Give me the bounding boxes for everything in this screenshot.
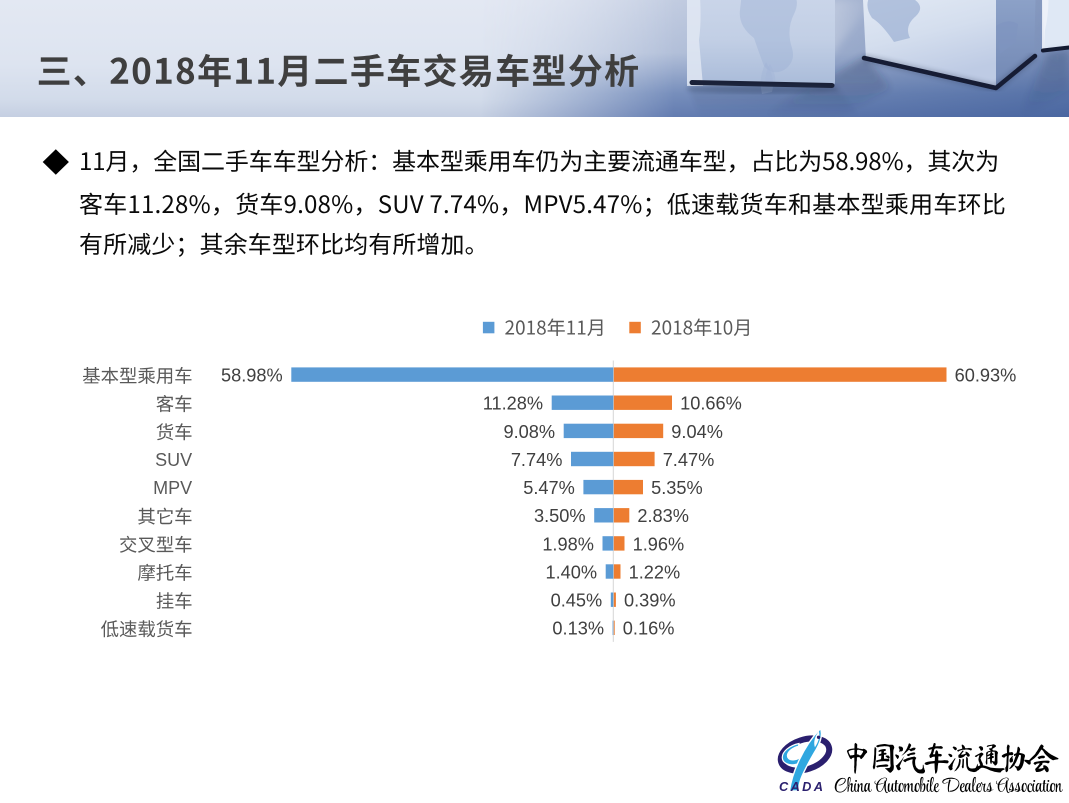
svg-text:1.40%: 1.40% xyxy=(546,562,598,582)
svg-text:1.22%: 1.22% xyxy=(629,562,681,582)
svg-text:SUV: SUV xyxy=(155,450,192,470)
svg-text:5.35%: 5.35% xyxy=(651,478,703,498)
svg-text:7.47%: 7.47% xyxy=(663,450,715,470)
svg-text:3.50%: 3.50% xyxy=(534,506,586,526)
svg-text:CADA: CADA xyxy=(779,779,825,794)
svg-text:10.66%: 10.66% xyxy=(680,394,742,414)
svg-text:60.93%: 60.93% xyxy=(955,366,1017,386)
svg-text:58.98%: 58.98% xyxy=(221,366,283,386)
svg-text:2.83%: 2.83% xyxy=(637,506,689,526)
svg-text:5.47%: 5.47% xyxy=(523,478,575,498)
svg-text:0.13%: 0.13% xyxy=(552,619,604,639)
svg-text:9.08%: 9.08% xyxy=(504,422,556,442)
svg-text:9.04%: 9.04% xyxy=(671,422,723,442)
svg-text:0.45%: 0.45% xyxy=(551,591,603,611)
svg-text:7.74%: 7.74% xyxy=(511,450,563,470)
svg-text:MPV: MPV xyxy=(153,478,192,498)
svg-text:0.39%: 0.39% xyxy=(624,591,676,611)
svg-text:0.16%: 0.16% xyxy=(623,619,675,639)
svg-text:1.96%: 1.96% xyxy=(633,534,685,554)
svg-text:11.28%: 11.28% xyxy=(483,394,543,414)
svg-text:1.98%: 1.98% xyxy=(542,534,594,554)
